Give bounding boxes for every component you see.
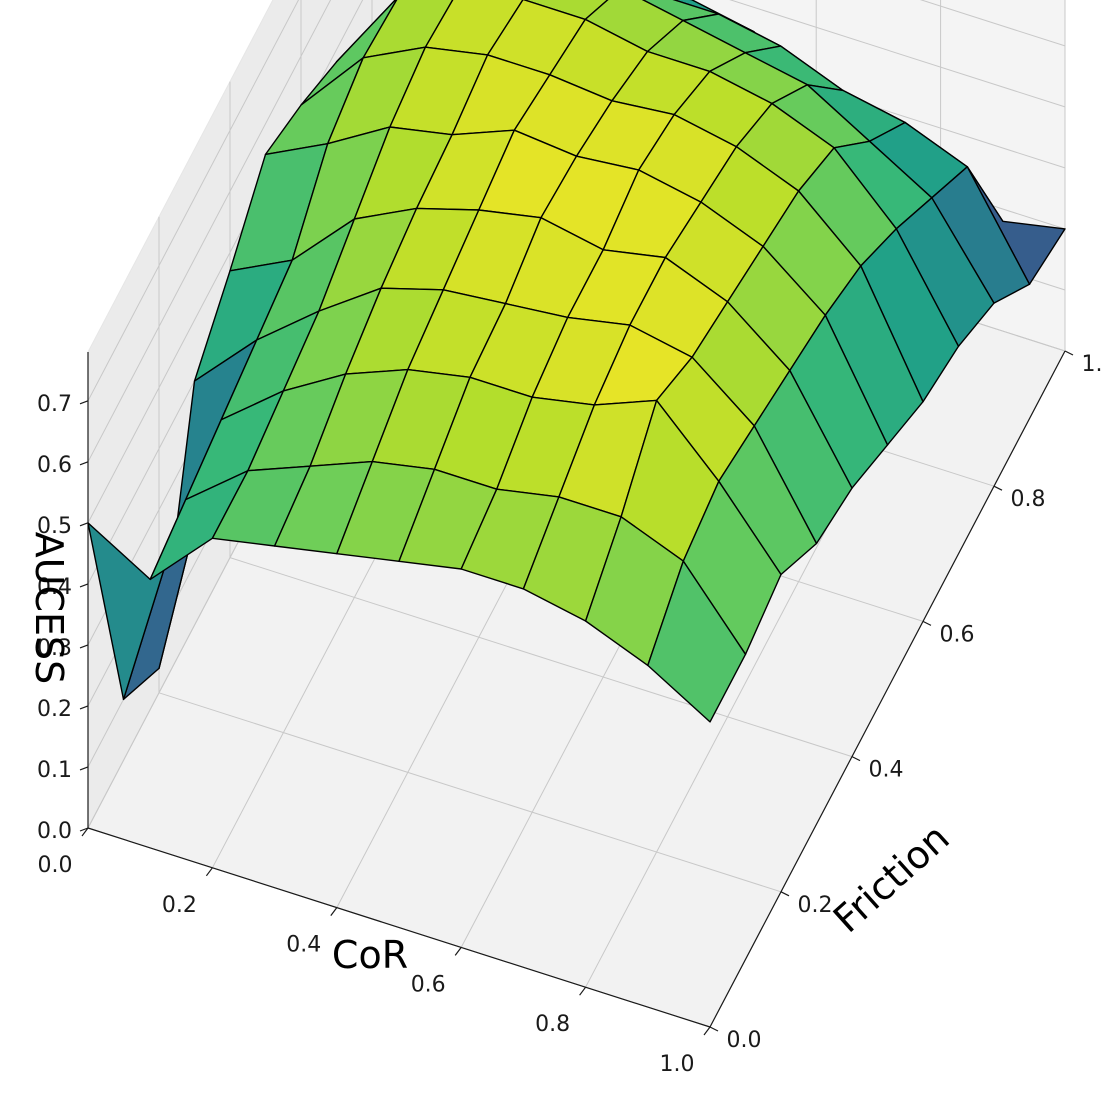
x-tick-mark xyxy=(205,867,213,877)
z-tick-label: 0.6 xyxy=(37,453,72,478)
x-tick-mark xyxy=(330,907,338,916)
z-tick-mark xyxy=(79,644,89,649)
z-tick-mark xyxy=(79,461,89,466)
x-tick-label: 0.6 xyxy=(411,972,446,997)
y-axis-label: Friction xyxy=(825,815,958,941)
x-tick-mark xyxy=(81,827,89,837)
z-tick-mark xyxy=(79,522,89,527)
x-tick-label: 0.4 xyxy=(286,933,321,958)
z-tick-mark xyxy=(79,583,89,588)
y-tick-label: 0.4 xyxy=(869,758,904,783)
z-tick-label: 0.0 xyxy=(37,819,72,844)
z-tick-label: 0.3 xyxy=(37,636,72,661)
x-tick-mark xyxy=(703,1026,711,1036)
y-axis-line xyxy=(709,350,1066,1028)
x-tick-mark xyxy=(454,947,462,956)
y-tick-mark xyxy=(993,485,1003,491)
x-tick-label: 0.0 xyxy=(38,853,73,878)
x-axis-line xyxy=(87,827,711,1028)
x-tick-mark xyxy=(579,986,587,996)
z-tick-label: 0.7 xyxy=(37,392,72,417)
y-tick-mark xyxy=(851,756,861,762)
z-tick-mark xyxy=(79,400,89,405)
y-tick-mark xyxy=(780,891,790,897)
z-tick-label: 0.5 xyxy=(37,514,72,539)
z-axis-label: AUCESS xyxy=(27,532,71,685)
z-tick-label: 0.4 xyxy=(37,575,72,600)
surface-face xyxy=(647,560,747,723)
tick-labels: 0.0 0.2 0.4 0.6 0.8 1.0 0.0 0.2 0.4 0.6 0.8 1.0 0.0 0… xyxy=(37,350,1101,1077)
y-tick-label: 0.2 xyxy=(798,893,833,918)
surface-mesh xyxy=(87,0,1066,723)
grid-line-z xyxy=(87,0,1066,524)
y-tick-label: 0.6 xyxy=(940,622,975,647)
grid-line-z xyxy=(87,0,332,463)
grid-line-z xyxy=(87,0,300,402)
x-tick-label: 0.2 xyxy=(162,893,197,918)
y-tick-mark xyxy=(709,1026,719,1032)
z-tick-mark xyxy=(79,705,89,710)
z-tick-label: 0.2 xyxy=(37,697,72,722)
y-tick-label: 0.0 xyxy=(727,1028,762,1053)
y-tick-label: 1.0 xyxy=(1082,352,1101,377)
x-tick-label: 1.0 xyxy=(660,1052,695,1077)
z-tick-mark xyxy=(79,827,89,832)
axis-lines xyxy=(87,350,1066,1028)
z-tick-label: 0.1 xyxy=(37,758,72,783)
y-tick-mark xyxy=(922,620,932,626)
x-tick-label: 0.8 xyxy=(535,1012,570,1037)
x-axis-label: CoR xyxy=(332,933,408,977)
z-tick-mark xyxy=(79,766,89,771)
y-tick-label: 0.8 xyxy=(1011,487,1046,512)
y-tick-mark xyxy=(1064,350,1074,356)
